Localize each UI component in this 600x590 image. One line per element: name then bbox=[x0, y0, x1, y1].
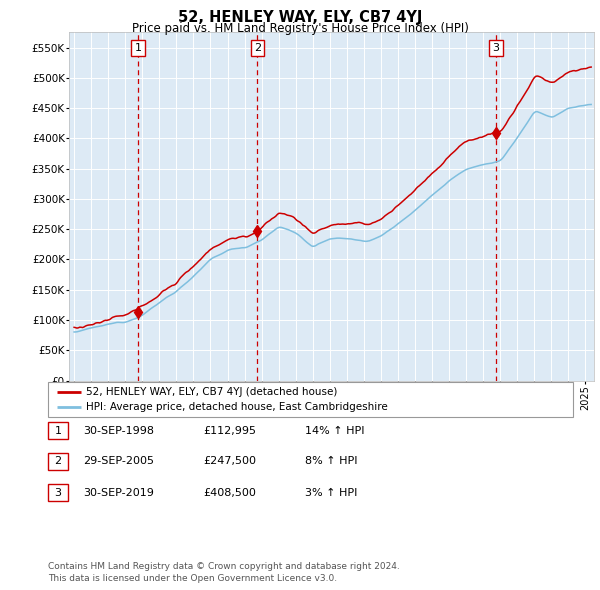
Text: Contains HM Land Registry data © Crown copyright and database right 2024.
This d: Contains HM Land Registry data © Crown c… bbox=[48, 562, 400, 583]
Text: 1: 1 bbox=[55, 426, 61, 435]
Text: HPI: Average price, detached house, East Cambridgeshire: HPI: Average price, detached house, East… bbox=[86, 402, 388, 412]
Text: 3: 3 bbox=[493, 43, 499, 53]
Text: £408,500: £408,500 bbox=[203, 488, 256, 497]
Text: 14% ↑ HPI: 14% ↑ HPI bbox=[305, 426, 364, 435]
Text: 52, HENLEY WAY, ELY, CB7 4YJ: 52, HENLEY WAY, ELY, CB7 4YJ bbox=[178, 10, 422, 25]
Text: 52, HENLEY WAY, ELY, CB7 4YJ (detached house): 52, HENLEY WAY, ELY, CB7 4YJ (detached h… bbox=[86, 386, 337, 396]
Text: 29-SEP-2005: 29-SEP-2005 bbox=[83, 457, 154, 466]
Text: 1: 1 bbox=[134, 43, 142, 53]
Text: 8% ↑ HPI: 8% ↑ HPI bbox=[305, 457, 358, 466]
Text: Price paid vs. HM Land Registry's House Price Index (HPI): Price paid vs. HM Land Registry's House … bbox=[131, 22, 469, 35]
Text: 30-SEP-2019: 30-SEP-2019 bbox=[83, 488, 154, 497]
Text: 30-SEP-1998: 30-SEP-1998 bbox=[83, 426, 154, 435]
Text: £112,995: £112,995 bbox=[203, 426, 256, 435]
Text: 3% ↑ HPI: 3% ↑ HPI bbox=[305, 488, 357, 497]
Text: 3: 3 bbox=[55, 488, 61, 497]
Text: 2: 2 bbox=[254, 43, 261, 53]
Text: £247,500: £247,500 bbox=[203, 457, 256, 466]
Text: 2: 2 bbox=[55, 457, 61, 466]
